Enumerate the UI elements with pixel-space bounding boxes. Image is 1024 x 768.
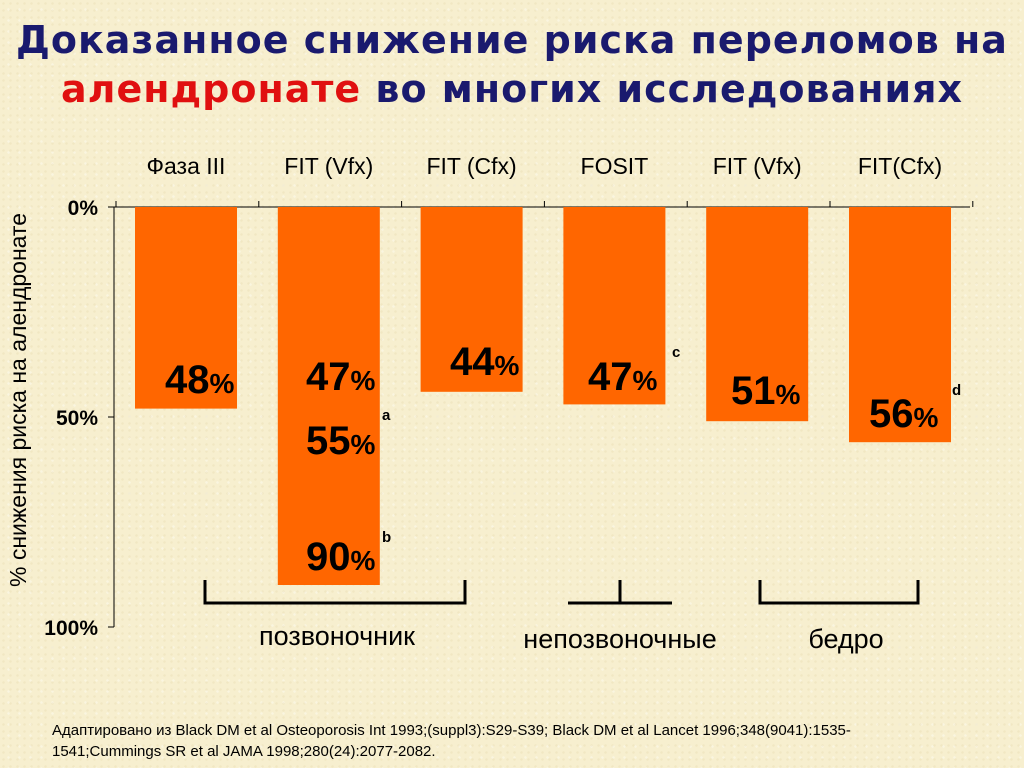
category-label: FIT (Vfx) xyxy=(713,153,802,179)
bar-value-label: 56% xyxy=(869,392,939,436)
category-label: FIT (Vfx) xyxy=(284,153,373,179)
category-label: Фаза III xyxy=(147,153,226,179)
source-footnote: Адаптировано из Black DM et al Osteoporo… xyxy=(52,722,851,760)
slide-title-line-1: Доказанное снижение риска переломов на xyxy=(16,18,1008,62)
bar xyxy=(420,207,523,392)
bar xyxy=(277,207,380,585)
group-label: бедро xyxy=(808,624,883,654)
bar-value-label: 47% xyxy=(588,355,658,399)
bar xyxy=(849,207,951,443)
bar-value-label: 47% xyxy=(306,355,376,399)
bar-value-label: 90% xyxy=(306,535,376,579)
group-bracket xyxy=(758,580,920,605)
group-bracket xyxy=(568,580,672,605)
y-tick-label: 50% xyxy=(56,407,98,430)
bar-value-label: 44% xyxy=(450,340,520,384)
category-label: FOSIT xyxy=(581,153,649,179)
y-axis-title: % снижения риска на алендронате xyxy=(5,213,31,587)
bar xyxy=(563,207,666,405)
group-bracket xyxy=(203,580,467,605)
y-tick-label: 100% xyxy=(44,617,98,640)
category-label: FIT (Cfx) xyxy=(426,153,516,179)
title-highlight: алендронате xyxy=(60,67,362,111)
title-rest: во многих исследованиях xyxy=(361,67,963,111)
bar xyxy=(135,207,237,409)
y-tick-label: 0% xyxy=(68,197,99,220)
group-label: непозвоночные xyxy=(523,624,716,654)
bar-value-superscript: a xyxy=(382,407,391,424)
group-label: позвоночник xyxy=(259,621,415,651)
bar-value-superscript: c xyxy=(672,344,680,361)
bar-value-superscript: b xyxy=(382,529,391,546)
bar-value-label: 55% xyxy=(306,419,376,463)
bar xyxy=(706,207,809,422)
category-label: FIT(Cfx) xyxy=(858,153,942,179)
bar-value-label: 48% xyxy=(165,358,235,402)
bar-value-label: 51% xyxy=(731,369,801,413)
slide-title-line-2: алендронате во многих исследованиях xyxy=(0,67,1024,111)
bar-value-superscript: d xyxy=(952,382,961,399)
